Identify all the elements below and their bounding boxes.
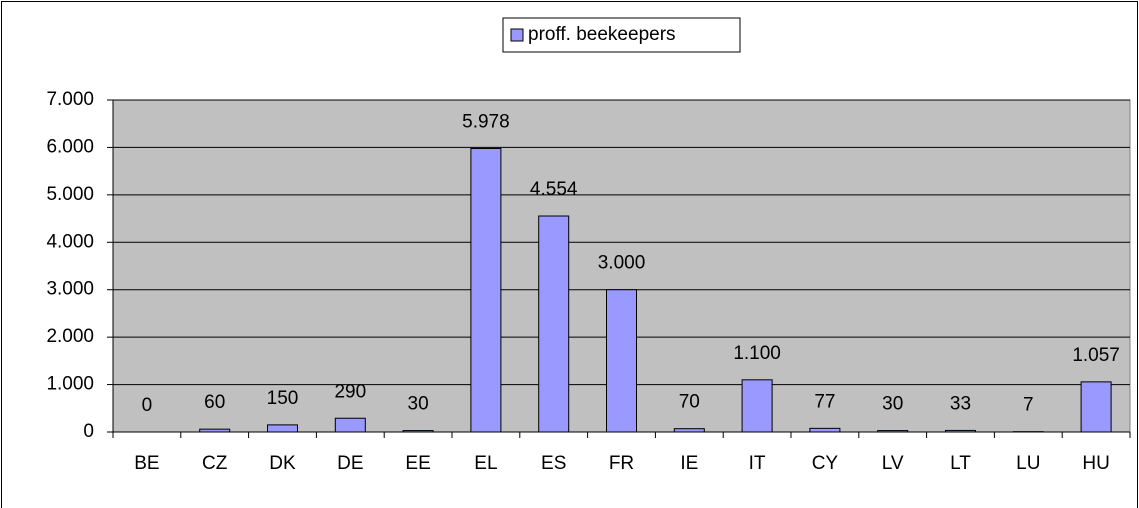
y-tick-label: 1.000 — [46, 374, 94, 395]
value-label: 4.554 — [530, 179, 578, 200]
value-label: 77 — [814, 391, 835, 412]
legend-box — [502, 17, 741, 53]
y-tick-label: 2.000 — [46, 326, 94, 347]
bar — [538, 215, 570, 433]
bar — [267, 424, 298, 433]
value-label: 1.057 — [1072, 345, 1120, 366]
x-tick-label: LU — [1016, 453, 1040, 474]
value-label: 30 — [882, 394, 903, 415]
x-tick-label: EE — [405, 453, 430, 474]
x-tick-label: IE — [680, 453, 698, 474]
x-tick-label: DE — [337, 453, 363, 474]
x-tick-label: CY — [812, 453, 839, 474]
x-tick-label: DK — [269, 453, 296, 474]
value-label: 33 — [950, 393, 971, 414]
value-label: 7 — [1023, 395, 1034, 416]
legend-label: proff. beekeepers — [528, 24, 676, 45]
x-tick-label: HU — [1082, 453, 1109, 474]
y-tick-label: 5.000 — [46, 184, 94, 205]
value-label: 150 — [267, 388, 299, 409]
y-tick-label: 4.000 — [46, 231, 94, 252]
value-label: 1.100 — [733, 343, 781, 364]
x-tick-label: CZ — [202, 453, 228, 474]
bar — [1080, 381, 1112, 433]
x-tick-label: FR — [609, 453, 634, 474]
x-tick-label: LV — [882, 453, 904, 474]
y-tick-label: 0 — [83, 421, 94, 442]
bar — [741, 379, 773, 433]
legend-swatch — [510, 28, 524, 42]
value-label: 30 — [408, 394, 429, 415]
x-tick-label: IT — [749, 453, 766, 474]
x-tick-label: LT — [950, 453, 971, 474]
value-label: 5.978 — [462, 111, 510, 132]
bar — [809, 427, 841, 433]
x-tick-label: EL — [474, 453, 497, 474]
x-tick-label: ES — [541, 453, 566, 474]
value-label: 3.000 — [598, 253, 646, 274]
y-tick-label: 6.000 — [46, 136, 94, 157]
value-label: 0 — [142, 395, 153, 416]
y-tick-label: 7.000 — [46, 89, 94, 110]
value-label: 290 — [334, 381, 366, 402]
bar — [334, 417, 366, 433]
value-label: 60 — [204, 392, 225, 413]
x-tick-label: BE — [134, 453, 159, 474]
bar — [606, 289, 637, 433]
bar — [470, 147, 502, 433]
y-tick-label: 3.000 — [46, 279, 94, 300]
value-label: 70 — [679, 392, 700, 413]
